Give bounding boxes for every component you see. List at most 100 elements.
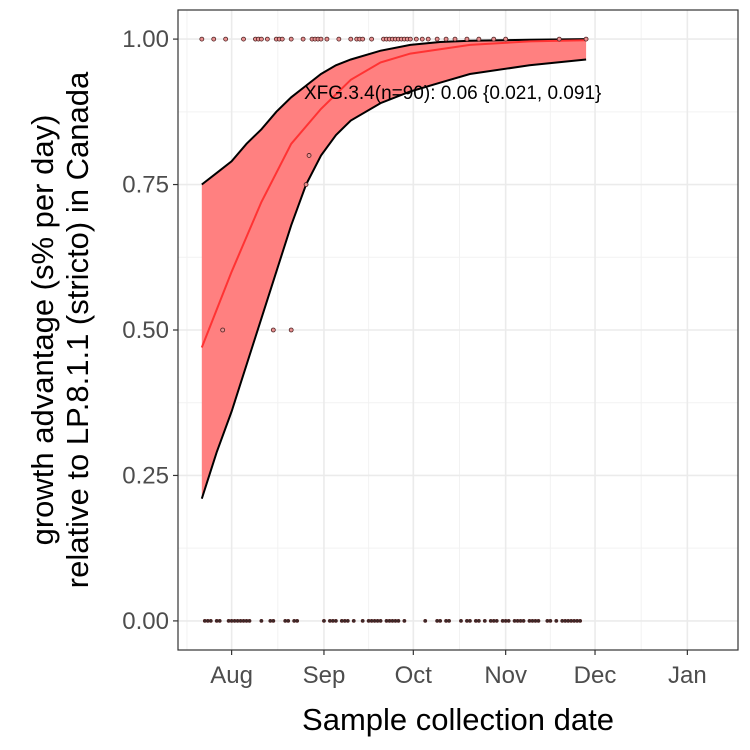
x-tick-label: Nov [484, 662, 527, 689]
data-point [378, 619, 383, 623]
confidence-band [201, 39, 587, 499]
data-point [518, 619, 523, 623]
data-point [556, 36, 562, 42]
data-point [402, 619, 407, 623]
x-tick-label: Sep [303, 662, 346, 689]
x-tick-label: Jan [668, 662, 707, 689]
data-point [503, 619, 508, 623]
data-point [533, 619, 538, 623]
data-point [235, 619, 240, 623]
data-point [548, 619, 553, 623]
x-axis-title: Sample collection date [302, 702, 614, 737]
data-point [393, 619, 398, 623]
data-point [476, 619, 481, 623]
data-point [217, 619, 222, 623]
data-point [419, 36, 425, 42]
data-point [244, 619, 249, 623]
data-point [288, 36, 294, 42]
data-point [366, 619, 371, 623]
y-axis-title-line2: relative to LP.8.1.1 (stricto) in Canada [60, 71, 95, 588]
data-point [515, 619, 520, 623]
data-point [476, 36, 482, 42]
y-axis-title-line1: growth advantage (s% per day) [25, 115, 60, 546]
fit-annotation: XFG.3.4(n=90): 0.06 {0.021, 0.091} [304, 83, 601, 104]
data-point [271, 619, 276, 623]
data-point [465, 619, 469, 623]
data-point [464, 36, 470, 42]
data-point [360, 619, 365, 623]
data-point [384, 619, 389, 623]
data-point [396, 619, 401, 623]
data-point [241, 36, 246, 42]
data-point [491, 619, 496, 623]
y-axis: 0.00 0.25 0.50 0.75 1.00 [122, 26, 178, 635]
data-point [226, 619, 231, 623]
data-point [369, 36, 375, 42]
data-point [387, 619, 392, 623]
data-point [300, 36, 306, 42]
data-point [521, 619, 526, 623]
data-point [491, 36, 497, 42]
data-point [351, 619, 356, 623]
data-point [452, 36, 458, 42]
data-point [468, 619, 472, 623]
data-point [447, 619, 451, 623]
data-point [241, 619, 246, 623]
data-point [259, 619, 264, 623]
data-point [328, 619, 332, 623]
data-point [348, 36, 354, 42]
data-point [407, 36, 413, 42]
data-point [434, 36, 440, 42]
data-point [375, 619, 380, 623]
y-tick-label: 0.00 [122, 608, 169, 635]
data-point [488, 619, 493, 623]
data-point [560, 619, 565, 623]
data-point [202, 619, 207, 623]
grid [178, 10, 738, 650]
data-point [220, 327, 226, 333]
data-point [283, 619, 288, 623]
y-tick-label: 0.50 [122, 317, 169, 344]
data-point [545, 619, 550, 623]
data-point [342, 619, 347, 623]
data-point [413, 36, 419, 42]
data-point [336, 36, 342, 42]
x-tick-label: Dec [574, 662, 617, 689]
data-point [330, 619, 335, 623]
data-point [494, 619, 499, 623]
data-point [572, 619, 577, 623]
data-point [459, 619, 463, 623]
data-point [563, 619, 568, 623]
data-point [318, 36, 324, 42]
data-point [232, 619, 237, 623]
data-point [503, 36, 509, 42]
data-point [259, 36, 264, 42]
data-point [423, 619, 428, 623]
data-point [324, 36, 330, 42]
data-point [268, 619, 273, 623]
data-point [372, 619, 377, 623]
data-point [512, 619, 517, 623]
data-point [279, 36, 285, 42]
data-point [247, 619, 252, 623]
data-point [286, 619, 291, 623]
data-point [205, 619, 210, 623]
data-point [295, 619, 300, 623]
data-point [575, 619, 580, 623]
data-point [527, 619, 532, 623]
data-point [238, 619, 243, 623]
data-point [264, 36, 270, 42]
y-tick-label: 1.00 [122, 26, 169, 53]
data-point [369, 619, 374, 623]
data-point [435, 619, 440, 623]
data-point [306, 153, 312, 158]
data-point [506, 619, 511, 623]
data-point [214, 619, 219, 623]
data-point [208, 619, 213, 623]
data-point [554, 619, 559, 623]
data-point [425, 36, 431, 42]
data-point [229, 619, 234, 623]
x-tick-label: Oct [395, 662, 433, 689]
data-point [211, 36, 217, 42]
